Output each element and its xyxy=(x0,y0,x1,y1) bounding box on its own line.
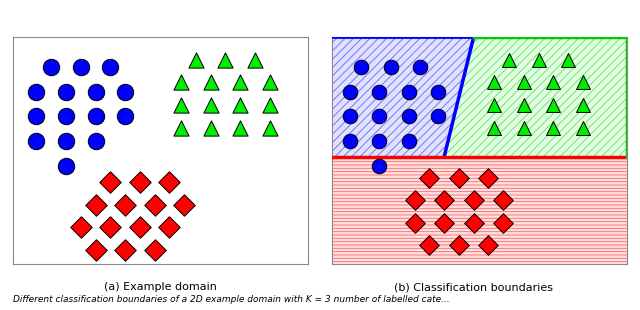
Point xyxy=(90,114,100,119)
Point xyxy=(374,139,384,144)
Point xyxy=(424,243,435,248)
Point xyxy=(483,243,493,248)
Point xyxy=(454,175,464,180)
Point xyxy=(578,125,588,130)
Point xyxy=(534,57,544,62)
Point xyxy=(150,247,160,252)
Point xyxy=(76,64,86,69)
Point xyxy=(489,80,499,85)
Point xyxy=(105,225,115,230)
Point xyxy=(205,103,216,108)
Point xyxy=(344,139,355,144)
Point xyxy=(250,57,260,62)
Polygon shape xyxy=(332,157,627,264)
Point xyxy=(433,89,444,94)
Point xyxy=(403,89,413,94)
Point xyxy=(433,114,444,119)
Point xyxy=(403,114,413,119)
Point xyxy=(235,103,245,108)
Point xyxy=(563,57,573,62)
Point xyxy=(489,103,499,108)
Point xyxy=(61,114,71,119)
Point xyxy=(90,202,100,207)
Point xyxy=(265,125,275,130)
Point xyxy=(61,164,71,169)
Point xyxy=(76,225,86,230)
Point xyxy=(176,103,186,108)
Point xyxy=(179,202,189,207)
Point xyxy=(134,179,145,184)
Point xyxy=(548,125,559,130)
Point xyxy=(164,179,175,184)
Point xyxy=(120,247,130,252)
Point xyxy=(120,114,130,119)
Point xyxy=(134,225,145,230)
Point xyxy=(410,220,420,225)
Point xyxy=(220,57,230,62)
Point xyxy=(176,80,186,85)
Point xyxy=(374,89,384,94)
Point xyxy=(548,80,559,85)
Point xyxy=(31,139,42,144)
Point xyxy=(150,202,160,207)
Point xyxy=(518,103,529,108)
Point xyxy=(403,139,413,144)
Point xyxy=(415,64,426,69)
Point xyxy=(374,114,384,119)
Point xyxy=(46,64,56,69)
Point xyxy=(548,103,559,108)
Point xyxy=(205,80,216,85)
Point xyxy=(489,125,499,130)
Point xyxy=(386,64,396,69)
Point xyxy=(265,80,275,85)
Text: (b) Classification boundaries: (b) Classification boundaries xyxy=(394,282,553,292)
Point xyxy=(235,125,245,130)
Point xyxy=(31,114,42,119)
Point xyxy=(265,103,275,108)
Point xyxy=(518,125,529,130)
Point xyxy=(176,125,186,130)
Point xyxy=(504,57,514,62)
Point xyxy=(344,89,355,94)
Point xyxy=(439,198,449,203)
Point xyxy=(483,175,493,180)
Polygon shape xyxy=(332,37,474,157)
Point xyxy=(468,220,479,225)
Point xyxy=(454,243,464,248)
Point xyxy=(410,198,420,203)
Point xyxy=(235,80,245,85)
Point xyxy=(61,89,71,94)
Point xyxy=(344,114,355,119)
Point xyxy=(90,89,100,94)
Point xyxy=(31,89,42,94)
Point xyxy=(105,179,115,184)
Point xyxy=(191,57,201,62)
Point xyxy=(164,225,175,230)
Point xyxy=(498,198,508,203)
Point xyxy=(424,175,435,180)
Point xyxy=(439,220,449,225)
Point xyxy=(205,125,216,130)
Point xyxy=(105,64,115,69)
Text: Different classification boundaries of a 2D example domain with K = 3 number of : Different classification boundaries of a… xyxy=(13,295,449,304)
Point xyxy=(578,80,588,85)
Point xyxy=(374,164,384,169)
Point xyxy=(578,103,588,108)
Point xyxy=(468,198,479,203)
Point xyxy=(90,139,100,144)
Text: (a) Example domain: (a) Example domain xyxy=(104,282,216,292)
Polygon shape xyxy=(444,37,627,157)
Point xyxy=(120,202,130,207)
Point xyxy=(356,64,367,69)
Point xyxy=(120,89,130,94)
Point xyxy=(61,139,71,144)
Point xyxy=(518,80,529,85)
Point xyxy=(498,220,508,225)
Point xyxy=(90,247,100,252)
